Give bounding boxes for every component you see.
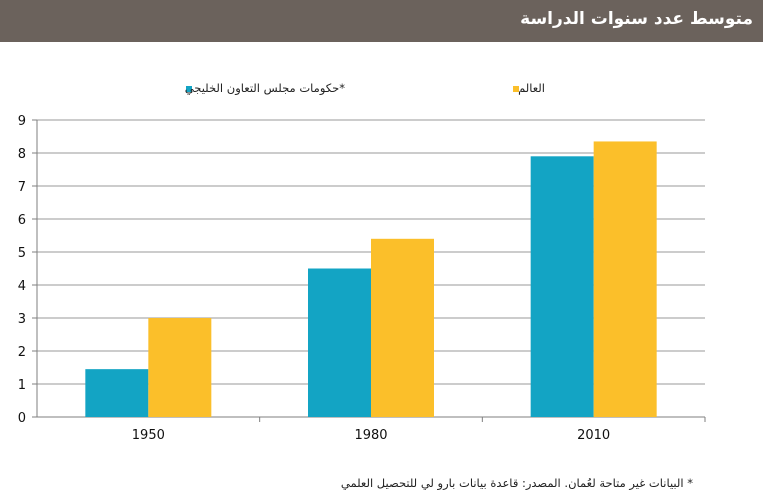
bar-1980-series-1 — [308, 268, 371, 417]
x-tick-label: 1980 — [354, 428, 387, 443]
chart-title: متوسط عدد سنوات الدراسة — [520, 9, 753, 29]
y-tick-label: 8 — [18, 147, 26, 162]
title-bar: متوسط عدد سنوات الدراسة — [0, 0, 763, 42]
legend-label: حكومات مجلس التعاون الخليجي* — [185, 81, 346, 96]
x-tick-label: 1950 — [132, 428, 165, 443]
bars — [85, 141, 657, 418]
y-tick-label: 4 — [18, 279, 26, 294]
y-tick-label: 3 — [18, 312, 26, 327]
y-tick-label: 1 — [18, 378, 26, 393]
y-tick-label: 7 — [18, 180, 26, 195]
y-tick-label: 9 — [18, 114, 26, 129]
bar-2010-series-2 — [593, 141, 657, 417]
bar-1950-series-1 — [85, 369, 149, 417]
bar-chart: 0 1 2 3 4 5 6 7 8 9 1950 1980 2010 حكومات مجلس التعا… — [18, 81, 706, 443]
legend-swatch — [513, 86, 519, 92]
bar-2010-series-1 — [530, 156, 594, 418]
legend: حكومات مجلس التعاون الخليجي* العالم — [185, 81, 545, 96]
legend-swatch — [186, 86, 192, 92]
x-tick-label: 2010 — [577, 428, 610, 443]
y-tick-label: 2 — [18, 345, 26, 360]
y-tick-label: 5 — [18, 246, 26, 261]
axes: 0 1 2 3 4 5 6 7 8 9 1950 1980 2010 — [18, 114, 706, 443]
y-tick-label: 0 — [18, 411, 26, 426]
bar-1980-series-2 — [371, 238, 434, 417]
footnote: * البيانات غير متاحة لعُمان. المصدر: قاع… — [340, 476, 693, 490]
legend-label: العالم — [518, 81, 545, 95]
bar-1950-series-2 — [148, 318, 212, 417]
y-tick-label: 6 — [18, 213, 26, 228]
